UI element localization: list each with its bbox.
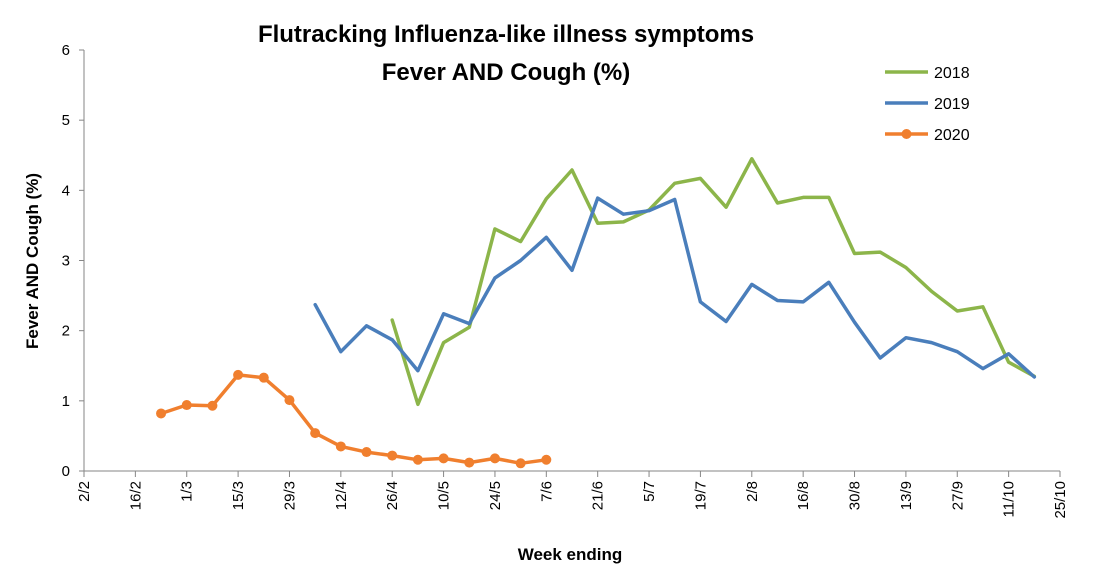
x-tick-label: 2/8 [744, 481, 761, 502]
x-tick-label: 13/9 [898, 481, 915, 510]
data-point-2020 [258, 372, 269, 383]
data-point-2020 [156, 408, 167, 419]
x-tick-label: 27/9 [949, 481, 966, 510]
x-tick-label: 24/5 [487, 481, 504, 510]
data-point-2020 [387, 450, 398, 461]
x-tick-label: 5/7 [641, 481, 658, 502]
x-tick-label: 30/8 [847, 481, 864, 510]
x-tick-label: 11/10 [1001, 481, 1018, 517]
x-tick-label: 25/10 [1052, 481, 1069, 519]
y-tick-label: 4 [62, 182, 70, 199]
legend-label-2020: 2020 [934, 127, 970, 144]
x-tick-label: 16/2 [127, 481, 144, 510]
x-axis-label: Week ending [518, 545, 623, 564]
x-tick-label: 29/3 [281, 481, 298, 510]
y-axis-label: Fever AND Cough (%) [23, 173, 42, 349]
x-tick-label: 1/3 [179, 481, 196, 502]
data-point-2020 [438, 453, 449, 464]
data-point-2020 [541, 454, 552, 465]
legend-marker-2020 [901, 129, 912, 139]
series-line-2018 [390, 157, 1037, 407]
data-point-2020 [284, 395, 295, 406]
legend-label-2018: 2018 [934, 65, 970, 82]
x-tick-label: 12/4 [333, 481, 350, 510]
x-tick-label: 7/6 [538, 481, 555, 502]
chart-title: Flutracking Influenza-like illness sympt… [258, 21, 754, 48]
y-tick-label: 2 [62, 323, 70, 340]
y-tick-label: 5 [62, 112, 70, 129]
x-tick-label: 2/2 [76, 481, 93, 502]
data-point-2020 [361, 447, 372, 458]
x-tick-label: 10/5 [436, 481, 453, 510]
y-tick-label: 3 [62, 253, 70, 270]
plot-area [156, 157, 1037, 469]
legend: 2018 2019 2020 [885, 65, 970, 144]
y-tick-label: 1 [62, 393, 70, 410]
series-line-2019 [313, 196, 1037, 379]
chart-subtitle: Fever AND Cough (%) [382, 59, 630, 86]
x-tick-label: 15/3 [230, 481, 247, 510]
data-point-2020 [310, 428, 321, 439]
data-point-2020 [515, 458, 526, 469]
x-tick-label: 26/4 [384, 481, 401, 510]
data-point-2020 [233, 369, 244, 380]
data-point-2020 [464, 457, 475, 468]
axes: 0 1 2 3 4 5 6 2/2 16/2 1/3 15/3 29/3 12/4 26/4 10/5 24/… [62, 42, 1069, 519]
y-tick-label: 6 [62, 42, 70, 59]
x-tick-label: 19/7 [692, 481, 709, 510]
data-point-2020 [181, 400, 192, 411]
data-point-2020 [412, 454, 423, 465]
data-point-2020 [335, 441, 346, 452]
data-point-2020 [489, 453, 500, 464]
data-point-2020 [207, 400, 218, 411]
x-tick-label: 16/8 [795, 481, 812, 510]
y-tick-label: 0 [62, 463, 70, 480]
x-tick-label: 21/6 [590, 481, 607, 510]
legend-label-2019: 2019 [934, 96, 970, 113]
series-line-2020 [159, 373, 549, 466]
